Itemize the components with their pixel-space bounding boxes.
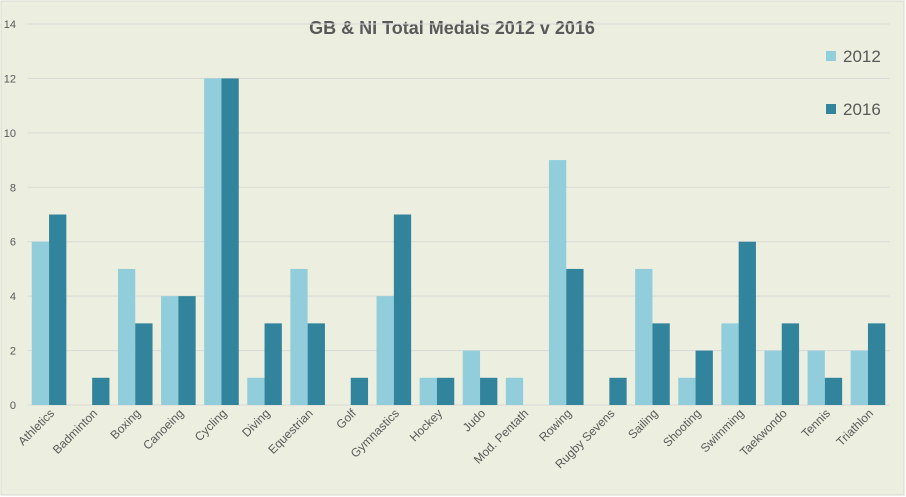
bar-2012-mod-pentath: [505, 377, 524, 405]
bar-2012-tennis: [807, 350, 825, 405]
bar-2016-diving: [264, 323, 282, 405]
bar-2012-athletics: [31, 241, 50, 405]
bar-2016-athletics: [49, 214, 67, 405]
bar-2016-rugby-sevens: [609, 377, 627, 405]
bar-2016-gymnastics: [393, 214, 412, 405]
bar-2012-sailing: [635, 268, 653, 405]
y-tick-label: 6: [10, 237, 16, 249]
bar-2012-swimming: [721, 323, 739, 405]
legend-label-2012: 2012: [843, 47, 881, 66]
bar-2016-rowing: [566, 268, 584, 405]
chart-title: GB & NI Total Medals 2012 v 2016: [309, 18, 595, 38]
bar-2016-canoeing: [178, 296, 196, 405]
bar-2016-boxing: [135, 323, 153, 405]
bar-2012-diving: [247, 377, 265, 405]
legend-swatch-2016: [826, 104, 836, 114]
y-tick-label: 4: [10, 291, 16, 303]
y-tick-label: 10: [4, 128, 16, 140]
bar-2016-cycling: [221, 78, 239, 405]
bar-2012-boxing: [117, 268, 136, 405]
legend-swatch-2012: [826, 51, 836, 61]
bar-2016-swimming: [738, 241, 756, 405]
y-tick-label: 14: [4, 19, 16, 31]
bar-2016-badminton: [92, 377, 110, 405]
legend-label-2016: 2016: [843, 100, 881, 119]
bar-2012-taekwondo: [764, 350, 782, 405]
bar-2012-triathlon: [850, 350, 868, 405]
y-tick-label: 0: [10, 400, 16, 412]
y-tick-label: 2: [10, 346, 16, 358]
bar-2016-tennis: [824, 377, 843, 405]
bar-2012-judo: [462, 350, 481, 405]
bar-2012-canoeing: [161, 296, 179, 405]
bar-2016-golf: [350, 377, 369, 405]
bar-2012-hockey: [419, 377, 437, 405]
bar-2016-taekwondo: [781, 323, 800, 405]
bar-2012-rowing: [548, 160, 567, 405]
y-tick-label: 12: [4, 73, 16, 85]
bar-2012-equestrian: [290, 268, 308, 405]
bar-2016-triathlon: [867, 323, 886, 405]
bar-2012-cycling: [204, 78, 222, 405]
bar-2016-hockey: [436, 377, 455, 405]
bar-2016-shooting: [695, 350, 713, 405]
bar-2016-equestrian: [307, 323, 325, 405]
y-tick-label: 8: [10, 182, 16, 194]
bar-2016-judo: [480, 377, 498, 405]
bar-2016-sailing: [652, 323, 670, 405]
bar-2012-shooting: [678, 377, 696, 405]
bar-2012-gymnastics: [376, 296, 394, 405]
